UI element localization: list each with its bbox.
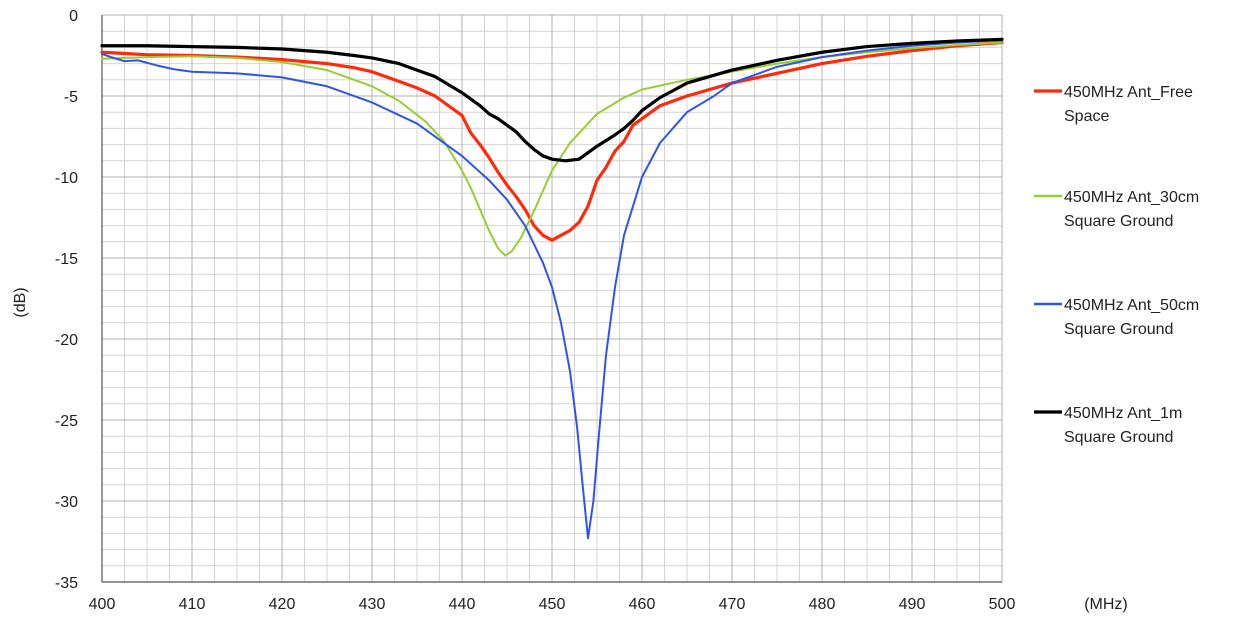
x-tick-label: 470 [719, 596, 746, 613]
series-line-4 [100, 37, 1004, 163]
y-tick-label: -5 [64, 89, 78, 106]
legend-label-3-line1: 450MHz Ant_50cm [1064, 297, 1199, 314]
legend-label-2-line2: Square Ground [1064, 213, 1173, 230]
legend-label-4-line2: Square Ground [1064, 429, 1173, 446]
x-tick-label: 460 [629, 596, 656, 613]
series-line-1 [100, 40, 1004, 242]
x-tick-label: 450 [539, 596, 566, 613]
y-tick-label: -25 [55, 413, 78, 430]
y-tick-label: 0 [69, 8, 78, 25]
legend-label-1-line2: Space [1064, 108, 1109, 125]
series-line-3 [101, 39, 1003, 540]
x-tick-label: 480 [809, 596, 836, 613]
x-tick-label: 430 [359, 596, 386, 613]
y-tick-label: -20 [55, 332, 78, 349]
y-axis-label: (dB) [12, 287, 29, 317]
y-tick-labels: 0 -5 -10 -15 -20 -25 -30 -35 [55, 8, 78, 592]
y-tick-label: -35 [55, 575, 78, 592]
x-axis-label: (MHz) [1084, 596, 1128, 613]
legend: 450MHz Ant_Free Space 450MHz Ant_30cm Squar… [1034, 84, 1199, 446]
x-tick-label: 410 [179, 596, 206, 613]
x-tick-labels: 400 410 420 430 440 450 460 470 480 490 500 [89, 596, 1016, 613]
legend-label-3-line2: Square Ground [1064, 321, 1173, 338]
y-tick-label: -10 [55, 170, 78, 187]
x-tick-label: 420 [269, 596, 296, 613]
y-tick-label: -15 [55, 251, 78, 268]
legend-label-1-line1: 450MHz Ant_Free [1064, 84, 1193, 101]
series-line-2 [101, 41, 1003, 257]
legend-label-4-line1: 450MHz Ant_1m [1064, 405, 1182, 422]
x-tick-label: 440 [449, 596, 476, 613]
x-tick-label: 500 [989, 596, 1016, 613]
legend-label-2-line1: 450MHz Ant_30cm [1064, 189, 1199, 206]
x-tick-label: 400 [89, 596, 116, 613]
axes [101, 15, 1002, 583]
y-tick-label: -30 [55, 494, 78, 511]
x-tick-label: 490 [899, 596, 926, 613]
series-layer [100, 37, 1004, 540]
